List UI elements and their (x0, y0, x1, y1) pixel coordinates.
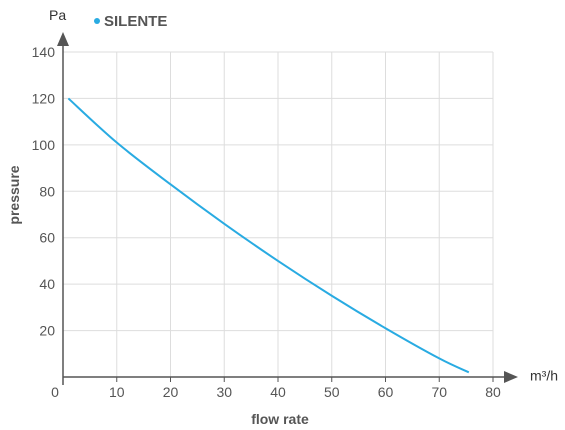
y-tick-label-120: 120 (32, 90, 56, 106)
y-tick-label-140: 140 (32, 44, 56, 60)
x-tick-label-10: 10 (109, 384, 125, 400)
grid (63, 51, 494, 377)
x-tick-label-70: 70 (431, 384, 447, 400)
y-tick-labels: 20 40 60 80 100 120 140 (32, 44, 56, 339)
x-unit-label: m³/h (530, 368, 558, 384)
legend-marker (94, 18, 100, 24)
x-axis-title: flow rate (251, 411, 309, 427)
x-tick-labels: 0 10 20 30 40 50 60 70 80 (51, 377, 501, 400)
legend: SILENTE (94, 13, 167, 30)
series-layer (67, 97, 470, 374)
y-tick-label-60: 60 (39, 230, 55, 246)
x-axis-arrow (504, 371, 518, 383)
x-tick-label-40: 40 (270, 384, 286, 400)
y-unit-label: Pa (49, 7, 66, 23)
series-line-silente (67, 97, 470, 374)
x-tick-label-50: 50 (324, 384, 340, 400)
y-tick-label-40: 40 (39, 276, 55, 292)
y-axis-title: pressure (6, 165, 22, 224)
x-tick-label-30: 30 (216, 384, 232, 400)
legend-label: SILENTE (104, 13, 167, 30)
y-tick-label-100: 100 (32, 137, 56, 153)
x-tick-label-80: 80 (485, 384, 501, 400)
y-tick-label-20: 20 (39, 323, 55, 339)
x-tick-label-20: 20 (163, 384, 179, 400)
y-axis-arrow (57, 32, 69, 46)
x-tick-label-60: 60 (378, 384, 394, 400)
y-tick-label-80: 80 (39, 183, 55, 199)
axes (57, 32, 518, 385)
x-tick-label-0: 0 (51, 384, 59, 400)
